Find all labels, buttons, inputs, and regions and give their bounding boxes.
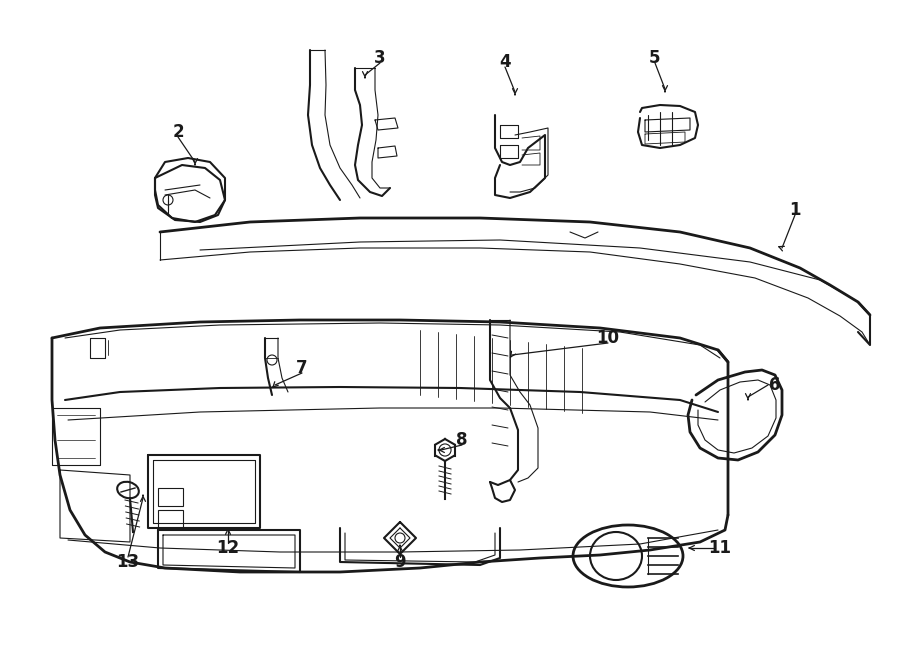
Text: 10: 10 — [597, 329, 619, 347]
Text: 1: 1 — [789, 201, 801, 219]
Text: 11: 11 — [708, 539, 732, 557]
Bar — [158, 510, 183, 528]
Text: 12: 12 — [216, 539, 239, 557]
Text: 2: 2 — [172, 123, 184, 141]
Text: 5: 5 — [649, 49, 661, 67]
Bar — [158, 488, 183, 506]
Text: 6: 6 — [770, 376, 781, 394]
Text: 7: 7 — [296, 359, 308, 377]
Text: 8: 8 — [456, 431, 468, 449]
Text: 13: 13 — [116, 553, 140, 571]
Text: 3: 3 — [374, 49, 386, 67]
Text: 4: 4 — [500, 53, 511, 71]
Text: 9: 9 — [394, 553, 406, 571]
